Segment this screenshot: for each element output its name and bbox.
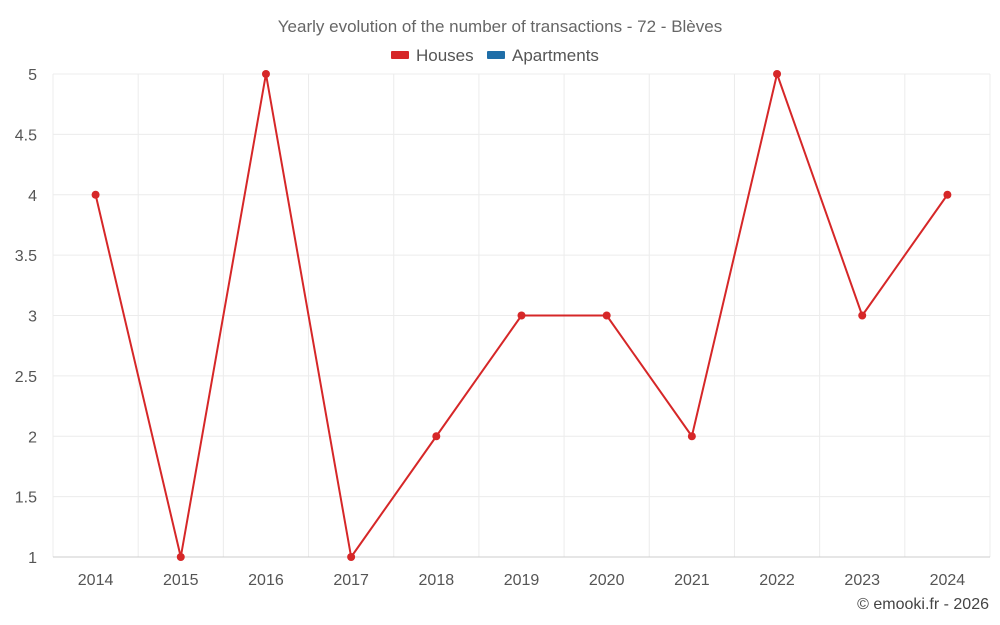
legend-item-apartments[interactable]: Apartments [487,46,599,65]
x-tick-label: 2018 [419,572,455,589]
x-tick-label: 2023 [844,572,880,589]
legend: Houses Apartments [391,46,599,65]
data-point[interactable] [91,190,100,199]
x-tick-label: 2024 [930,572,966,589]
y-tick-label: 4.5 [15,127,37,144]
data-point[interactable] [943,190,952,199]
x-tick-label: 2015 [163,572,199,589]
data-point[interactable] [261,70,270,78]
legend-label-houses: Houses [416,46,474,65]
y-tick-label: 5 [28,67,37,84]
data-point[interactable] [432,432,441,441]
y-tick-label: 2 [28,429,37,446]
data-point[interactable] [347,553,356,561]
data-point[interactable] [176,553,185,561]
legend-swatch-apartments [487,51,505,59]
legend-label-apartments: Apartments [512,46,599,65]
x-tick-label: 2020 [589,572,625,589]
y-axis-ticks: 1 1.5 2 2.5 3 3.5 4 4.5 5 [15,67,37,567]
data-point[interactable] [517,311,526,320]
x-tick-label: 2021 [674,572,710,589]
x-tick-label: 2016 [248,572,284,589]
y-tick-label: 3.5 [15,248,37,265]
y-tick-label: 4 [28,188,37,205]
x-axis-ticks: 2014 2015 2016 2017 2018 2019 2020 2021 2022 2023… [78,572,966,589]
x-tick-label: 2014 [78,572,114,589]
data-point[interactable] [602,311,611,320]
data-point[interactable] [773,70,782,78]
data-point[interactable] [858,311,867,320]
y-tick-label: 2.5 [15,369,37,386]
y-tick-label: 3 [28,309,37,326]
series-houses [91,70,952,561]
legend-swatch-houses [391,51,409,59]
chart-title: Yearly evolution of the number of transa… [278,17,722,36]
x-tick-label: 2017 [333,572,369,589]
y-tick-label: 1 [28,550,37,567]
data-point[interactable] [687,432,696,441]
credit-text: © emooki.fr - 2026 [857,596,989,613]
legend-item-houses[interactable]: Houses [391,46,474,65]
x-tick-label: 2022 [759,572,795,589]
x-tick-label: 2019 [504,572,540,589]
y-tick-label: 1.5 [15,490,37,507]
